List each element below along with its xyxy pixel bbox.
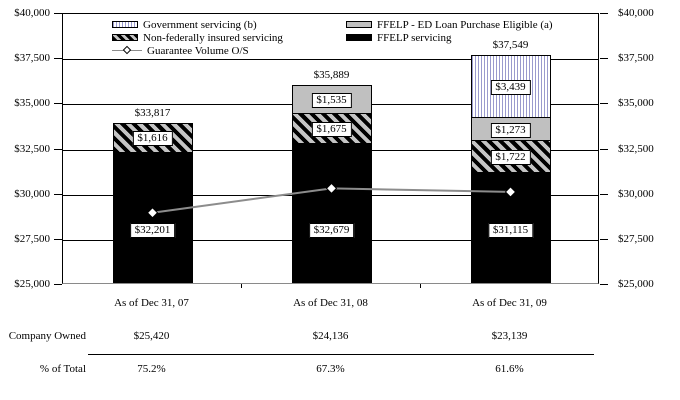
axis-tick <box>600 284 608 285</box>
axis-tick <box>54 284 62 285</box>
legend-item-label: Non-federally insured servicing <box>143 31 283 44</box>
bar-segment-solid-black <box>112 151 193 283</box>
axis-tick <box>600 103 608 105</box>
table-value: 67.3% <box>316 363 345 375</box>
axis-tick <box>54 148 62 150</box>
legend-item-label: FFELP servicing <box>377 31 452 44</box>
legend-item: FFELP servicing <box>346 31 553 44</box>
table-row-label-company-owned: Company Owned <box>8 330 86 342</box>
legend-item: Government servicing (b) <box>112 18 283 31</box>
legend-item-label: Government servicing (b) <box>143 18 257 31</box>
legend-item-label: FFELP - ED Loan Purchase Eligible (a) <box>377 18 553 31</box>
y-axis-tick-label: $25,000 <box>618 278 654 290</box>
legend-swatch-solid-black-icon <box>346 34 372 41</box>
y-axis-tick-label: $27,500 <box>618 232 654 245</box>
axis-tick <box>54 13 62 14</box>
axis-tick <box>600 193 608 195</box>
y-axis-tick-label: $37,500 <box>618 52 654 65</box>
segment-value-label: $1,273 <box>490 122 531 138</box>
legend-item: FFELP - ED Loan Purchase Eligible (a) <box>346 18 553 31</box>
y-axis-tick-label: $25,000 <box>14 278 50 290</box>
axis-tick <box>600 13 608 14</box>
table-value: $24,136 <box>312 330 349 342</box>
segment-value-label: $31,115 <box>487 223 534 238</box>
y-axis-tick-label: $32,500 <box>14 142 50 155</box>
bar-segment-solid-black <box>291 143 372 283</box>
x-axis-category-label: As of Dec 31, 08 <box>293 297 368 309</box>
bar-total-label: $33,817 <box>134 106 171 119</box>
segment-value-label: $1,616 <box>132 131 173 147</box>
y-axis-tick-label: $27,500 <box>14 232 50 245</box>
y-axis-tick-label: $32,500 <box>618 142 654 155</box>
segment-value-label: $3,439 <box>490 80 531 96</box>
segment-value-label: $32,201 <box>129 223 176 238</box>
axis-tick <box>420 284 421 288</box>
legend-swatch-diagonal-hatch-icon <box>112 34 138 41</box>
plot-area: $32,201 $1,616 $33,817 $32,679 $1,675 $1,535 $… <box>62 13 599 284</box>
legend-item: Non-federally insured servicing <box>112 31 283 44</box>
y-axis-tick-label: $35,000 <box>618 97 654 110</box>
legend-item-label: Guarantee Volume O/S <box>147 44 249 57</box>
y-axis-tick-label: $30,000 <box>14 187 50 200</box>
legend-diamond-icon <box>122 45 132 55</box>
bar-segment-vertical-hatch <box>470 55 551 119</box>
axis-tick <box>600 148 608 150</box>
table-value: 75.2% <box>137 363 166 375</box>
y-axis-tick-label: $40,000 <box>618 7 654 19</box>
axis-tick <box>54 193 62 195</box>
bar-total-label: $35,889 <box>313 69 350 82</box>
table-value: $23,139 <box>491 330 528 342</box>
legend-column: Government servicing (b) Non-federally in… <box>112 18 283 57</box>
legend-item: Guarantee Volume O/S <box>112 44 283 57</box>
legend-column: FFELP - ED Loan Purchase Eligible (a) FFE… <box>346 18 553 44</box>
segment-value-label: $32,679 <box>308 223 355 238</box>
legend-swatch-vertical-hatch-icon <box>112 21 138 28</box>
table-divider <box>88 354 594 355</box>
axis-tick <box>241 284 242 288</box>
y-axis-tick-label: $35,000 <box>14 97 50 110</box>
table-value: $25,420 <box>133 330 170 342</box>
x-axis-category-label: As of Dec 31, 09 <box>472 297 547 309</box>
segment-value-label: $1,535 <box>311 93 352 109</box>
axis-tick <box>600 58 608 60</box>
legend-swatch-solid-gray-icon <box>346 21 372 28</box>
axis-tick <box>54 103 62 105</box>
legend-swatch-line-marker-icon <box>112 45 142 55</box>
segment-value-label: $1,675 <box>311 122 352 138</box>
segment-value-label: $1,722 <box>490 149 531 165</box>
x-axis-category-label: As of Dec 31, 07 <box>114 297 189 309</box>
axis-tick <box>54 58 62 60</box>
table-value: 61.6% <box>495 363 524 375</box>
gridline <box>63 59 598 61</box>
table-row-label-pct-of-total: % of Total <box>39 363 86 375</box>
y-axis-tick-label: $30,000 <box>618 187 654 200</box>
bar-total-label: $37,549 <box>492 39 529 52</box>
y-axis-tick-label: $40,000 <box>14 7 50 19</box>
axis-tick <box>600 238 608 240</box>
y-axis-tick-label: $37,500 <box>14 52 50 65</box>
axis-tick <box>54 238 62 240</box>
